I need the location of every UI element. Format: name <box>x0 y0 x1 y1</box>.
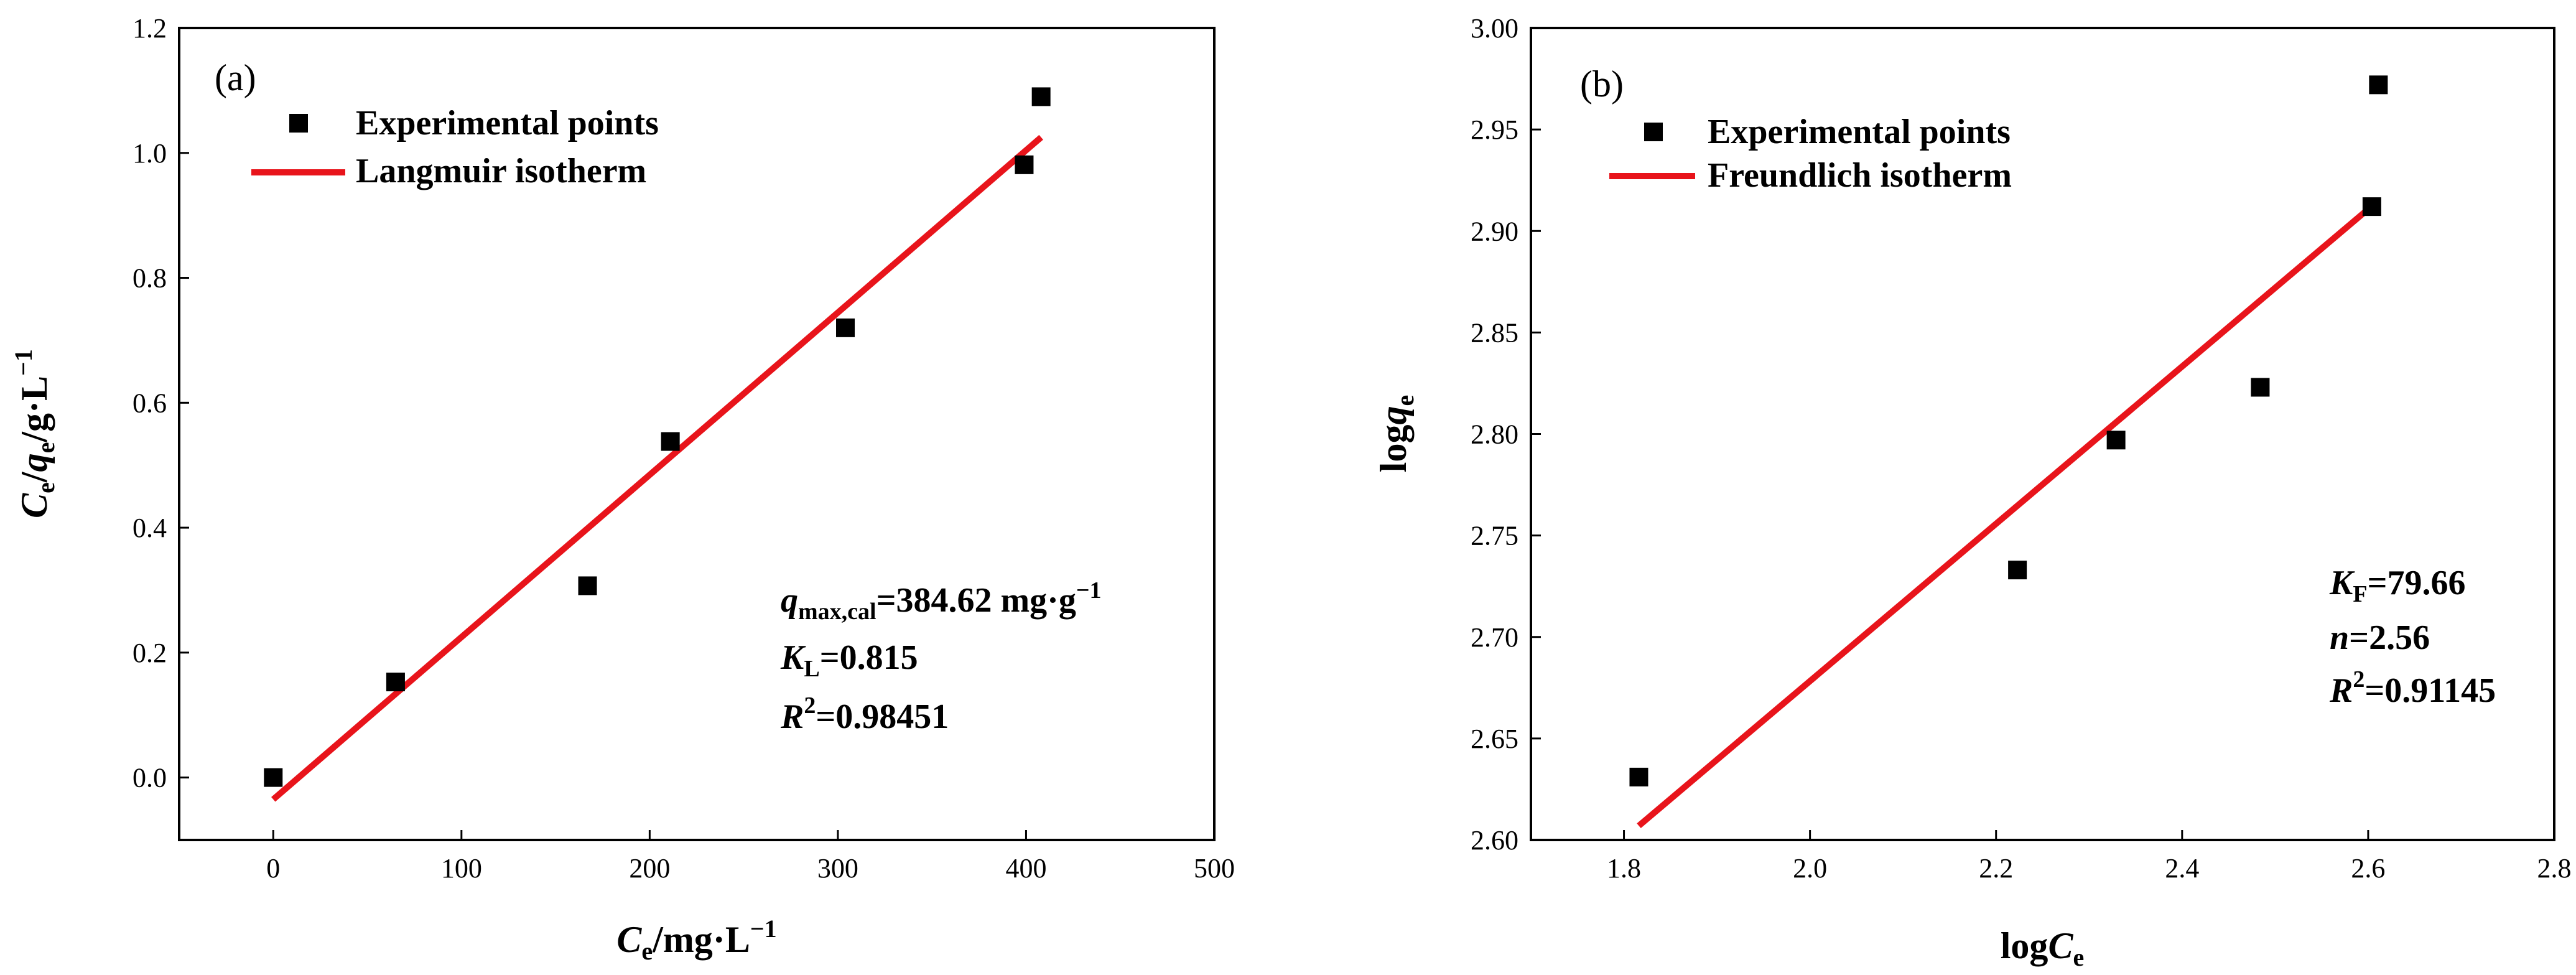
panel-a-label: (a) <box>215 57 256 98</box>
panel-b-y-tick-label: 2.60 <box>1471 825 1518 856</box>
panel-b-x-tick-label: 2.6 <box>2351 853 2385 884</box>
panel-a-x-tick-label: 100 <box>441 853 482 884</box>
panel-b-y-tick-label: 2.65 <box>1471 724 1518 754</box>
panel-b-legend-line-label: Freundlich isotherm <box>1708 156 2012 195</box>
panel-a-y-tick-label: 0.2 <box>133 638 167 668</box>
panel-b-data-point <box>2369 75 2388 95</box>
panel-a-stat-kl: KL=0.815 <box>780 638 918 682</box>
panel-a-plot-marks <box>264 87 1051 802</box>
panel-b-legend-points-label: Experimental points <box>1708 113 2011 151</box>
panel-b-label: (b) <box>1580 63 1624 105</box>
panel-a-legend: Experimental points Langmuir isotherm <box>251 104 659 190</box>
panel-a-data-point <box>836 318 855 337</box>
panel-a-stats: qmax,cal=384.62 mg·g−1 KL=0.815 R2=0.984… <box>780 577 1101 736</box>
panel-a-x-tick-label: 400 <box>1005 853 1046 884</box>
panel-b-x-tick-label: 2.4 <box>2165 853 2199 884</box>
panel-b-fit-line <box>1637 198 2381 828</box>
panel-a-data-point <box>264 768 283 787</box>
panel-b-stat-kf: KF=79.66 <box>2329 564 2466 607</box>
panel-b-y-tick-label: 2.80 <box>1471 419 1518 450</box>
panel-a-y-tick-label: 0.8 <box>133 263 167 294</box>
panel-a-stat-qmax: qmax,cal=384.62 mg·g−1 <box>781 577 1101 625</box>
panel-a-legend-points-label: Experimental points <box>356 104 659 142</box>
panel-a-data-point <box>386 673 405 692</box>
panel-b-stats: KF=79.66 n=2.56 R2=0.91145 <box>2329 564 2496 710</box>
panel-a-langmuir: 0 100 200 300 400 500 0.0 0.2 0.4 0.6 0.8 1.0 1.2 (a… <box>9 13 1235 965</box>
panel-a-data-point <box>1031 87 1051 106</box>
panel-b-x-tick-label: 1.8 <box>1607 853 1641 884</box>
panel-b-stat-r2: R2=0.91145 <box>2329 666 2496 710</box>
panel-b-data-point <box>2362 197 2381 217</box>
panel-a-data-point <box>1015 155 1034 174</box>
panel-b-y-tick-label: 2.70 <box>1471 622 1518 653</box>
panel-a-data-point <box>578 576 597 595</box>
panel-a-tick-labels: 0 100 200 300 400 500 0.0 0.2 0.4 0.6 0.8 1.0 1.2 <box>133 13 1235 884</box>
panel-b-plot-frame <box>1530 27 2555 841</box>
panel-b-data-point <box>2106 431 2126 450</box>
panel-b-data-point <box>1629 767 1648 786</box>
panel-a-stat-r2: R2=0.98451 <box>780 693 949 736</box>
panel-b-x-tick-label: 2.0 <box>1793 853 1827 884</box>
panel-a-x-tick-label: 300 <box>817 853 858 884</box>
panel-a-y-tick-label: 0.4 <box>133 513 167 543</box>
panel-b-data-point <box>2251 378 2270 397</box>
panel-b-data-point <box>2008 561 2027 580</box>
panel-b-legend-marker-points <box>1644 123 1663 141</box>
panel-a-legend-marker-points <box>289 114 308 133</box>
panel-a-y-tick-label: 1.0 <box>133 138 167 169</box>
panel-a-data-point <box>661 432 680 451</box>
panel-a-plot-frame <box>178 27 1216 841</box>
panel-b-y-tick-label: 2.85 <box>1471 317 1518 348</box>
panel-a-x-tick-label: 0 <box>266 853 280 884</box>
panel-a-y-tick-label: 0.0 <box>133 763 167 793</box>
panel-b-y-tick-label: 2.95 <box>1471 114 1518 145</box>
panel-b-tick-marks <box>1531 27 2555 841</box>
panel-a-y-tick-label: 0.6 <box>133 388 167 418</box>
panel-b-y-tick-label: 2.90 <box>1471 216 1518 246</box>
panel-b-freundlich: 1.8 2.0 2.2 2.4 2.6 2.8 2.60 2.65 2.70 2.75 2.80 2.… <box>1373 13 2572 971</box>
panel-b-tick-labels: 1.8 2.0 2.2 2.4 2.6 2.8 2.60 2.65 2.70 2.75 2.80 2.… <box>1471 13 2572 884</box>
panel-b-y-tick-label: 3.00 <box>1471 13 1518 44</box>
panel-a-y-tick-label: 1.2 <box>133 13 167 44</box>
panel-b-stat-n: n=2.56 <box>2330 618 2430 657</box>
panel-a-y-axis-title: Ce/qe/g·L−1 <box>9 349 60 518</box>
panel-a-x-tick-label: 500 <box>1194 853 1235 884</box>
panel-b-y-tick-label: 2.75 <box>1471 521 1518 551</box>
panel-a-x-axis-title: Ce/mg·L−1 <box>616 915 776 965</box>
panel-b-plot-marks <box>1629 75 2388 828</box>
panel-a-x-tick-label: 200 <box>629 853 670 884</box>
panel-a-legend-line-label: Langmuir isotherm <box>356 152 646 190</box>
panel-b-x-tick-label: 2.8 <box>2537 853 2572 884</box>
panel-b-legend: Experimental points Freundlich isotherm <box>1609 113 2012 195</box>
panel-b-y-axis-title: logqe <box>1373 395 1419 472</box>
panel-b-x-axis-title: logCe <box>2001 925 2084 971</box>
panel-b-x-tick-label: 2.2 <box>1979 853 2013 884</box>
